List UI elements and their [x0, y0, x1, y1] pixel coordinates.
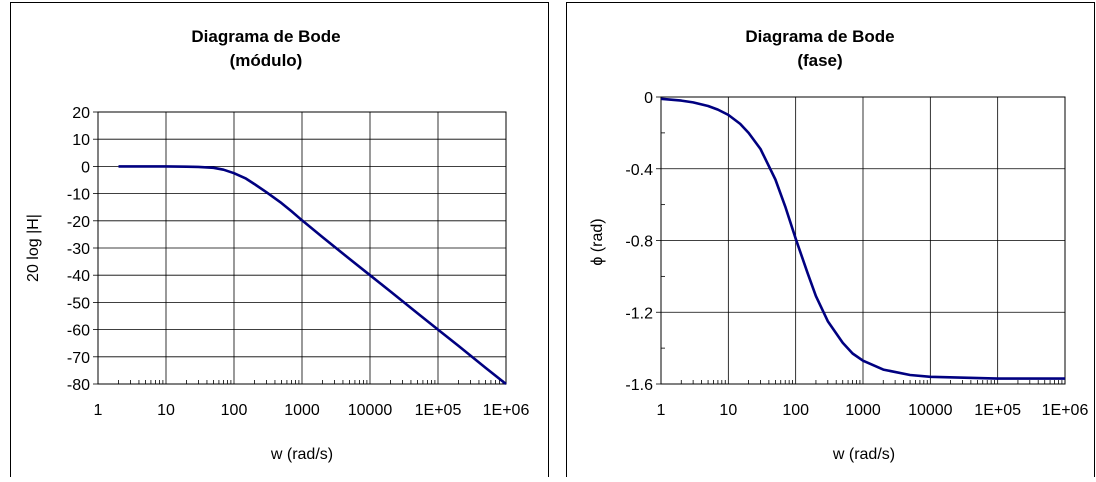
y-tick-label: -20 [67, 214, 90, 231]
y-tick-label: 20 [72, 105, 90, 122]
x-tick-label: 1000 [284, 402, 320, 419]
chart-subtitle: (fase) [797, 51, 842, 70]
y-tick-label: -40 [67, 268, 90, 285]
chart-title: Diagrama de Bode [745, 27, 894, 46]
y-tick-label: -1.6 [625, 377, 653, 394]
chart-title: Diagrama de Bode [191, 27, 340, 46]
y-axis-label: 20 log |H| [25, 214, 42, 282]
y-tick-label: -0.8 [625, 234, 653, 251]
x-axis-label: w (rad/s) [832, 446, 895, 463]
series-line [118, 165, 507, 386]
x-axis-label: w (rad/s) [270, 446, 333, 463]
y-tick-label: -60 [67, 323, 90, 340]
y-tick-label: -80 [67, 377, 90, 394]
y-tick-label: -30 [67, 241, 90, 258]
x-tick-label: 10000 [348, 402, 393, 419]
x-tick-label: 1E+05 [415, 402, 462, 419]
x-tick-label: 1 [657, 402, 666, 419]
chart-subtitle: (módulo) [230, 51, 303, 70]
y-tick-label: 0 [644, 90, 653, 107]
y-tick-label: -1.2 [625, 305, 653, 322]
x-tick-label: 1E+05 [974, 402, 1021, 419]
y-tick-label: 0 [81, 159, 90, 176]
x-tick-label: 10000 [908, 402, 953, 419]
bode-phase-chart: Diagrama de Bode (fase) w (rad/s) ϕ (rad… [566, 2, 1095, 478]
y-axis-label: ϕ (rad) [589, 218, 606, 265]
y-tick-label: -0.4 [625, 162, 653, 179]
x-tick-label: 1E+06 [1042, 402, 1089, 419]
x-tick-label: 1000 [845, 402, 881, 419]
x-tick-label: 100 [221, 402, 248, 419]
x-tick-label: 1E+06 [483, 402, 530, 419]
bode-magnitude-chart: Diagrama de Bode (módulo) w (rad/s) 20 l… [10, 2, 549, 478]
y-tick-label: -10 [67, 187, 90, 204]
x-tick-label: 10 [157, 402, 175, 419]
series-line [660, 97, 1065, 380]
x-tick-label: 10 [719, 402, 737, 419]
y-tick-label: -50 [67, 295, 90, 312]
x-tick-label: 1 [94, 402, 103, 419]
y-tick-label: 10 [72, 132, 90, 149]
x-tick-label: 100 [782, 402, 809, 419]
y-tick-label: -70 [67, 350, 90, 367]
